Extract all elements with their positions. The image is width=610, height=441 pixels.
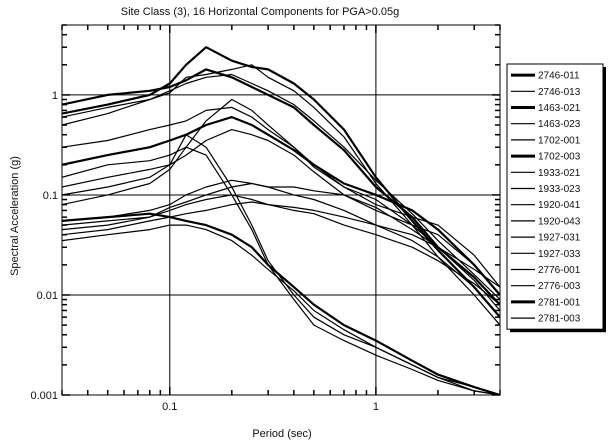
series-line-2781-001: [62, 212, 500, 395]
series-line-1927-033: [62, 201, 500, 306]
legend-label: 2776-003: [538, 281, 581, 292]
series-line-1702-003: [62, 115, 500, 296]
legend-label: 1927-033: [538, 249, 581, 260]
legend-label: 1920-041: [538, 200, 581, 211]
grid: [62, 25, 500, 395]
series-lines: [62, 46, 500, 395]
y-tick-label: 0.001: [30, 390, 58, 402]
series-line-1933-021: [62, 98, 500, 288]
series-line-1463-021: [62, 68, 500, 306]
series-line-1920-043: [62, 182, 500, 318]
legend-label: 2746-013: [538, 87, 581, 98]
legend: 2746-011 2746-013 1463-021 1463-023 1702-001…: [506, 63, 606, 333]
legend-label: 2781-003: [538, 314, 581, 325]
series-line-2776-003: [62, 146, 500, 395]
series-line-1463-023: [62, 73, 500, 300]
x-tick-label: 1: [373, 401, 379, 413]
series-line-1927-031: [62, 194, 500, 288]
chart-title: Site Class (3), 16 Horizontal Components…: [121, 6, 400, 18]
y-tick-labels: 1 0.1 0.01 0.001: [30, 90, 58, 402]
legend-label: 1702-001: [538, 135, 581, 146]
series-line-1933-023: [62, 129, 500, 296]
x-tick-labels: 0.1 1: [162, 401, 379, 413]
legend-label: 1463-021: [538, 103, 581, 114]
series-line-2781-003: [62, 224, 500, 395]
legend-label: 1933-021: [538, 168, 581, 179]
legend-label: 1920-043: [538, 216, 581, 227]
legend-label: 1463-023: [538, 119, 581, 130]
legend-label: 2776-001: [538, 265, 581, 276]
plot-frame: [61, 24, 501, 396]
legend-label: 2781-001: [538, 297, 581, 308]
legend-label: 1927-031: [538, 233, 581, 244]
axis-ticks: [61, 24, 501, 396]
legend-label: 1933-023: [538, 184, 581, 195]
series-line-1702-001: [62, 106, 500, 311]
legend-label: 2746-011: [538, 71, 580, 82]
y-tick-label: 0.01: [37, 290, 58, 302]
x-axis-title: Period (sec): [252, 428, 311, 440]
x-tick-label: 0.1: [162, 401, 177, 413]
legend-label: 1702-003: [538, 152, 581, 163]
y-tick-label: 0.1: [43, 190, 58, 202]
y-axis-title: Spectral Acceleration (g): [9, 156, 21, 276]
y-tick-label: 1: [52, 90, 58, 102]
